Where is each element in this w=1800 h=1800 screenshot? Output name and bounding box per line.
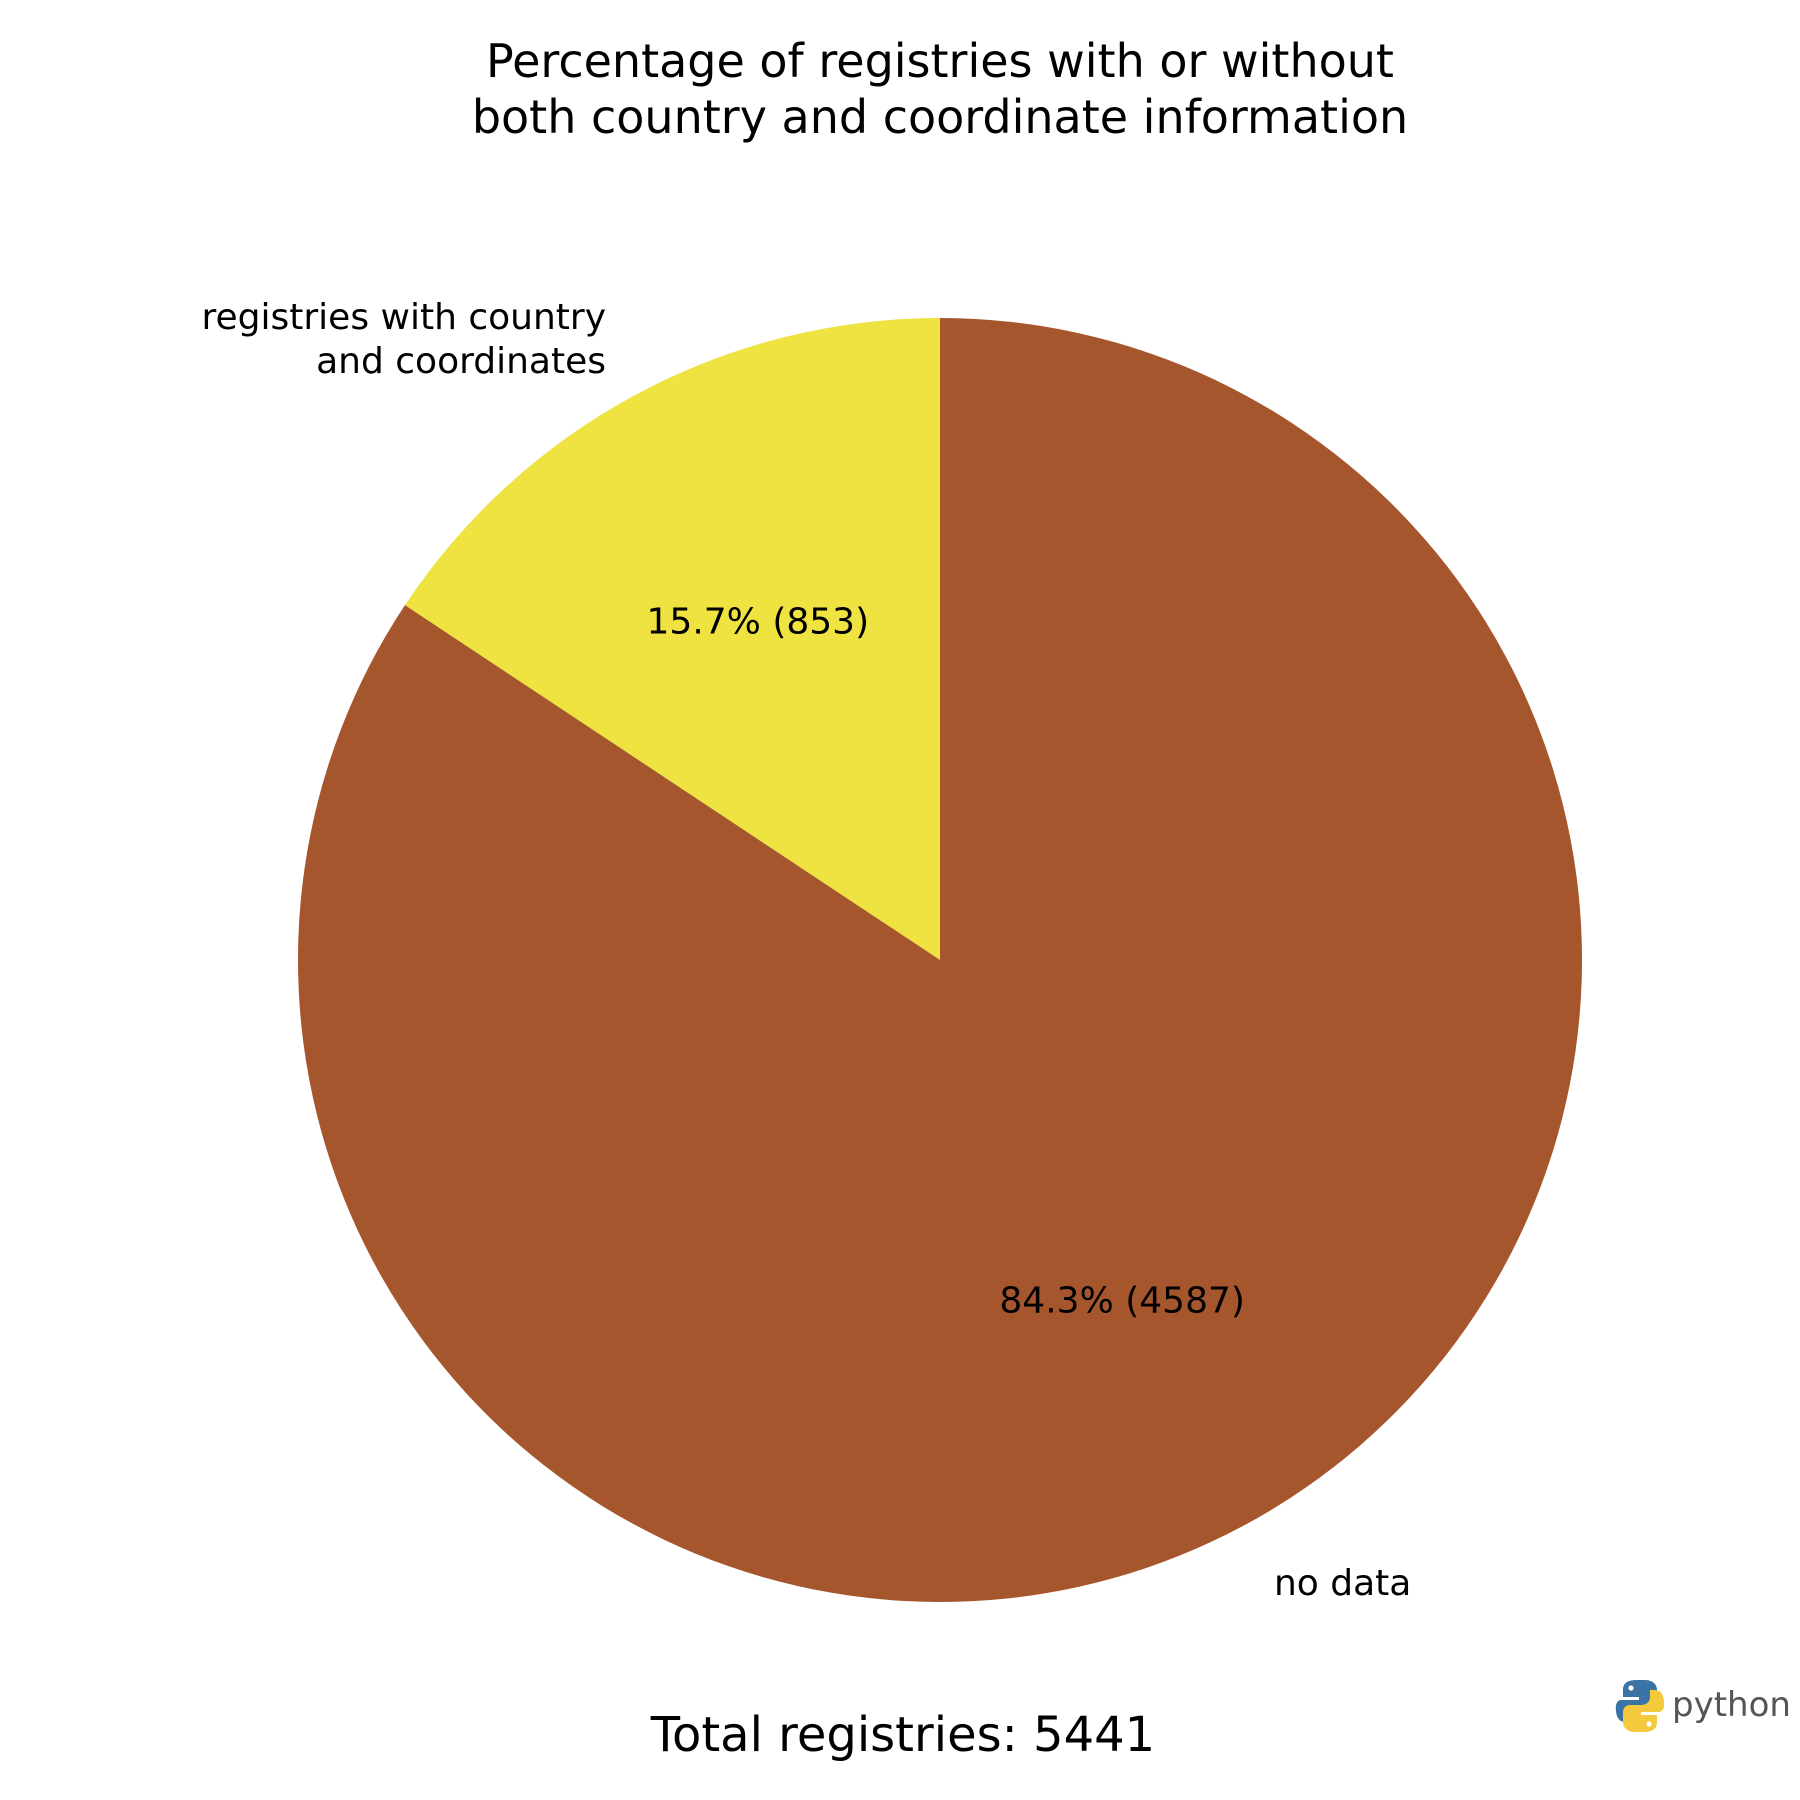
- pie-percent-label-1: 84.3% (4587): [999, 1280, 1245, 1321]
- python-logo-text: python: [1672, 1685, 1791, 1725]
- python-logo: python: [1615, 1680, 1791, 1732]
- chart-title-line-2: both country and coordinate information: [472, 90, 1408, 144]
- pie-percent-labels: 15.7% (853) 84.3% (4587): [647, 602, 1245, 1322]
- total-registries-footer: Total registries: 5441: [650, 1707, 1155, 1763]
- pie-slice-1: [297, 318, 1582, 1602]
- pie-percent-label-0: 15.7% (853): [647, 602, 870, 643]
- pie-slice-labels: registries with country and coordinates no…: [201, 297, 1411, 1604]
- chart-title: Percentage of registries with or without…: [472, 34, 1408, 144]
- pie-slice-label-0-line-1: and coordinates: [316, 341, 606, 382]
- pie-slice-0: [404, 318, 941, 960]
- pie-slice-label-1: no data: [1274, 1563, 1411, 1604]
- pie-slices: [297, 318, 1582, 1602]
- pie-slice-label-1-line-0: no data: [1274, 1563, 1411, 1604]
- pie-slice-label-0-line-0: registries with country: [201, 297, 606, 338]
- pie-slice-label-0: registries with country and coordinates: [201, 297, 606, 382]
- python-logo-icon: [1615, 1680, 1665, 1732]
- chart-title-line-1: Percentage of registries with or without: [486, 34, 1394, 88]
